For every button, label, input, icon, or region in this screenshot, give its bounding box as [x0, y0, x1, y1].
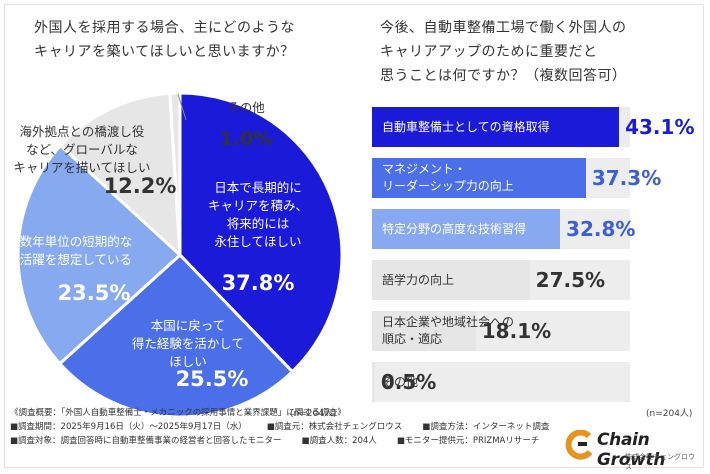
footer-count: ■調査人数：204人 — [301, 436, 377, 446]
bar-value-label-6: 0.5% — [380, 370, 437, 394]
footer-provider: ■モニター提供元：PRIZMAリサーチ — [396, 436, 540, 446]
bar-fill-1 — [372, 107, 620, 147]
pie-slice-label-2: 本国に戻って得た経験を活かしてほしい — [132, 318, 244, 369]
bar-row-1: 自動車整備士としての資格取得 43.1% — [372, 107, 702, 147]
pie-slice-5 — [168, 91, 182, 256]
bar-value-label-4: 27.5% — [535, 268, 606, 292]
pie-slice-1 — [178, 91, 344, 374]
pie-slice-label-3: 数年単位の短期的な活躍を想定している — [20, 234, 133, 267]
footer-period: ■調査期間：2025年9月16日（火）〜2025年9月17日（水） — [10, 422, 247, 432]
pie-slice-label-5: その他 — [227, 100, 265, 115]
bar-value-label-2: 37.3% — [591, 166, 662, 190]
pie-slice-value-2: 25.5% — [176, 367, 249, 391]
footer-line-2: ■調査期間：2025年9月16日（火）〜2025年9月17日（水） ■調査元：株式… — [10, 420, 549, 434]
logo-mark-icon — [565, 430, 593, 460]
footer-source: ■調査元：株式会社チェングロウス — [266, 422, 403, 432]
bar-row-6: その他 0.5% — [372, 362, 702, 402]
right-sample-size: (n=204人) — [646, 409, 693, 419]
bar-value-label-1: 43.1% — [625, 115, 695, 139]
bar-category-label-5: 日本企業や地域社会への 順応・適応 — [382, 315, 515, 346]
bar-track — [372, 362, 630, 402]
pie-slice-value-5: 1.0% — [220, 128, 273, 150]
pie-slice-label-4: 海外拠点との橋渡し役など、グローバルなキャリアを描いてほしい — [13, 124, 150, 175]
bar-value-label-5: 18.1% — [481, 319, 552, 343]
survey-footer: 《調査概要：「外国人自動車整備士・メカニックの採用事情と業界課題」に関する調査》… — [10, 406, 549, 448]
right-question-title: 今後、自動車整備工場で働く外国人の キャリアアップのために重要だと 思うことは何… — [380, 20, 627, 84]
footer-line-3: ■調査対象：調査回答時に自動車整備事業の経営者と回答したモニター ■調査人数：20… — [10, 434, 549, 448]
pie-slice-4 — [58, 91, 182, 259]
bar-row-4: 語学力の向上 27.5% — [372, 260, 702, 300]
left-sample-size: (n=204人) — [290, 409, 337, 419]
pie-leader-line — [177, 93, 187, 121]
footer-target: ■調査対象：調査回答時に自動車整備事業の経営者と回答したモニター — [10, 436, 282, 446]
bar-category-label-3: 特定分野の高度な技術習得 — [382, 221, 527, 236]
pie-slice-value-4: 12.2% — [104, 174, 177, 198]
bar-fill-2 — [372, 158, 586, 198]
pie-slice-2 — [57, 252, 295, 419]
bar-category-label-6: その他 — [382, 374, 419, 389]
bar-fill-3 — [372, 209, 561, 249]
footer-line-1: 《調査概要：「外国人自動車整備士・メカニックの採用事情と業界課題」に関する調査》 — [10, 408, 346, 418]
left-question-title: 外国人を採用する場合、主にどのような キャリアを築いてほしいと思いますか？ — [34, 20, 295, 60]
pie-slice-value-3: 23.5% — [58, 281, 131, 305]
bar-fill-4 — [372, 260, 530, 300]
logo-name: Chain Growth — [597, 430, 666, 470]
bar-fill-6 — [372, 362, 375, 402]
bar-fill-5 — [372, 311, 476, 351]
pie-slice-value-1: 37.8% — [222, 271, 295, 295]
bar-category-label-4: 語学力の向上 — [382, 272, 455, 287]
footer-method: ■調査方法：インターネット調査 — [422, 422, 550, 432]
bar-row-5: 日本企業や地域社会への 順応・適応 18.1% — [372, 311, 702, 351]
bar-row-2: マネジメント・ リーダーシップ力の向上 37.3% — [372, 158, 702, 198]
bar-row-3: 特定分野の高度な技術習得 32.8% — [372, 209, 702, 249]
bar-value-label-3: 32.8% — [566, 217, 636, 241]
bar-category-label-2: マネジメント・ リーダーシップ力の向上 — [382, 162, 514, 193]
bar-category-label-1: 自動車整備士としての資格取得 — [382, 119, 550, 134]
pie-slice-3 — [16, 143, 183, 366]
chain-growth-logo: Chain Growth 株式会社チェングロウス — [563, 430, 698, 471]
logo-subtitle: 株式会社チェングロウス — [625, 453, 695, 471]
pie-slice-label-1: 日本で長期的にキャリアを積み、将来的には永住してほしい — [208, 180, 308, 249]
